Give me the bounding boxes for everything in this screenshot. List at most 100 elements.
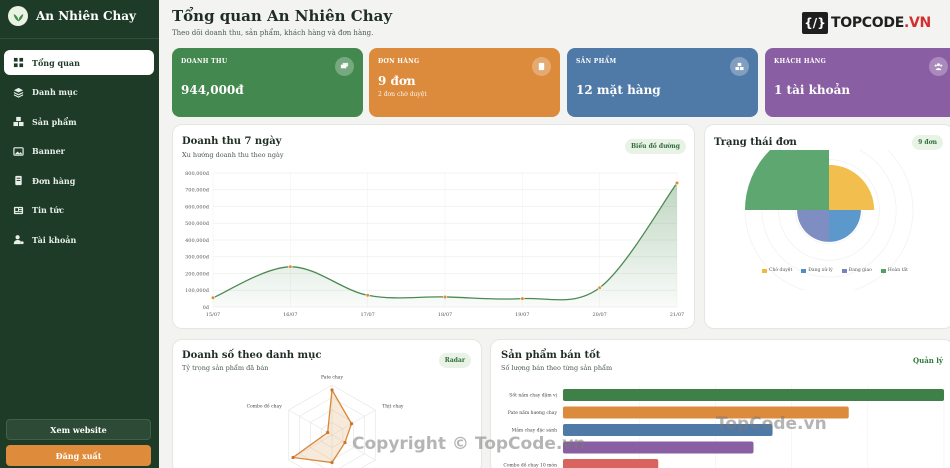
radar-point — [343, 440, 347, 445]
data-point — [597, 285, 602, 290]
legend-label: Đang giao — [848, 268, 872, 273]
stat-card-orders[interactable]: ĐƠN HÀNG 9 đơn 2 đơn chờ duyệt — [369, 48, 560, 117]
stat-card-products[interactable]: SẢN PHẨM 12 mặt hàng — [567, 48, 758, 117]
radar-axis — [288, 409, 333, 436]
x-tick-label: 15/07 — [206, 312, 220, 318]
radar-point — [330, 460, 334, 465]
sidebar-item-tong-quan[interactable]: Tổng quan — [4, 50, 154, 75]
sidebar-item-label: Đơn hàng — [32, 175, 76, 186]
revenue-line-chart: 15/07 16/07 17/07 18/07 19/07 20/07 21/07 0đ 10… — [185, 171, 684, 318]
order-status-polar-chart — [744, 150, 914, 290]
legend-item: Hoàn tất — [880, 268, 908, 273]
topcode-text-domain: .VN — [903, 15, 931, 31]
topcode-logo-mark: {/} — [802, 12, 828, 34]
data-point — [288, 264, 293, 269]
money-icon — [335, 57, 354, 76]
view-website-button[interactable]: Xem website — [6, 419, 151, 440]
logout-button[interactable]: Đăng xuất — [6, 445, 151, 466]
radar-axis-label: Thịt chay — [382, 404, 404, 410]
y-tick-label: 800,000đ — [185, 171, 210, 177]
category-radar-chart: Pate chay Thịt chay Combo đồ chay — [247, 375, 404, 468]
y-tick-label: 600,000đ — [185, 204, 210, 210]
chart-type-badge[interactable]: Biểu đồ đường — [624, 139, 686, 154]
radar-series — [291, 387, 353, 464]
product-bar — [563, 389, 944, 401]
legend-label: Hoàn tất — [887, 268, 908, 273]
sidebar-item-label: Tài khoản — [32, 234, 77, 245]
top-products-bar-chart: Sốt nấm chay đậm vị Pate nấm hương chay Mắ… — [503, 385, 945, 468]
layers-icon — [13, 87, 24, 98]
legend-label: Đang xử lý — [808, 268, 833, 273]
legend-item: Chờ duyệt — [762, 268, 792, 273]
stat-card-customers[interactable]: KHÁCH HÀNG 1 tài khoản — [765, 48, 950, 117]
y-tick-label: 700,000đ — [185, 188, 210, 194]
panel-title: Doanh thu 7 ngày — [182, 136, 282, 147]
stat-label: ĐƠN HÀNG — [378, 58, 420, 65]
brand[interactable]: An Nhiên Chay — [8, 6, 136, 26]
y-tick-label: 500,000đ — [185, 221, 210, 227]
watermark: TopCode.vn — [716, 414, 827, 434]
data-point — [674, 180, 680, 186]
radar-axis-label: Combo đồ chay — [247, 402, 283, 410]
stat-value: 12 mặt hàng — [576, 83, 661, 97]
x-tick-label: 20/07 — [592, 312, 606, 318]
sidebar-item-danh-muc[interactable]: Danh mục — [4, 80, 154, 105]
sidebar-item-label: Sản phẩm — [32, 116, 77, 127]
divider — [0, 38, 159, 39]
radar-point — [326, 430, 330, 435]
product-bar — [563, 424, 773, 436]
y-tick-label: 300,000đ — [185, 255, 210, 261]
panel-subtitle: Số lượng bán theo từng sản phẩm — [501, 364, 613, 372]
order-status-panel: Trạng thái đơn 9 đơn Chờ duyệt Đang xử l… — [704, 124, 950, 329]
sidebar-item-tin-tuc[interactable]: Tin tức — [4, 198, 154, 223]
topcode-logo-text: TOPCODE.VN — [831, 15, 931, 31]
radar-point — [349, 422, 354, 426]
stat-label: SẢN PHẨM — [576, 58, 617, 65]
sidebar-item-san-pham[interactable]: Sản phẩm — [4, 109, 154, 134]
data-point — [442, 294, 448, 300]
watermark: Copyright © TopCode.vn — [352, 434, 586, 454]
product-bar — [563, 406, 849, 419]
panel-title: Trạng thái đơn — [714, 137, 797, 148]
x-tick-label: 16/07 — [283, 312, 297, 318]
x-tick-label: 19/07 — [515, 312, 529, 318]
data-point — [210, 295, 216, 300]
panel-subtitle: Xu hướng doanh thu theo ngày — [182, 151, 284, 159]
product-bar — [563, 441, 754, 454]
clipboard-icon — [532, 57, 551, 76]
panel-subtitle: Tỷ trọng sản phẩm đã bán — [182, 364, 269, 372]
stat-value: 1 tài khoản — [774, 83, 851, 97]
radar-axis — [331, 434, 376, 461]
radar-axis-label: Pate chay — [321, 375, 344, 381]
order-count-badge: 9 đơn — [912, 135, 943, 150]
radar-point — [330, 388, 334, 392]
product-label: Combo đồ chay 10 món — [503, 461, 557, 468]
y-tick-label: 400,000đ — [185, 238, 210, 244]
x-tick-label: 21/07 — [670, 312, 684, 318]
data-point — [365, 293, 370, 298]
stat-card-revenue[interactable]: DOANH THU 944,000đ — [172, 48, 363, 117]
sidebar-item-don-hang[interactable]: Đơn hàng — [4, 168, 154, 193]
topcode-text-main: TOPCODE — [831, 15, 904, 31]
manage-products-link[interactable]: Quản lý — [913, 356, 943, 365]
legend-label: Chờ duyệt — [769, 268, 793, 273]
y-tick-label: 0đ — [203, 305, 210, 311]
y-tick-label: 200,000đ — [185, 271, 210, 277]
sidebar-item-banner[interactable]: Banner — [4, 139, 154, 164]
boxes-icon — [13, 116, 24, 127]
chart-type-badge: Radar — [438, 353, 471, 368]
polar-slice — [829, 164, 875, 210]
sidebar-item-label: Tin tức — [32, 205, 64, 215]
x-tick-label: 18/07 — [438, 312, 452, 318]
sidebar-item-tai-khoan[interactable]: Tài khoản — [4, 227, 154, 252]
order-status-legend: Chờ duyệt Đang xử lý Đang giao Hoàn tất — [762, 268, 908, 273]
stat-sub: 2 đơn chờ duyệt — [378, 91, 427, 98]
stat-value: 944,000đ — [181, 83, 244, 97]
legend-item: Đang giao — [841, 268, 872, 273]
page-subtitle: Theo dõi doanh thu, sản phẩm, khách hàng… — [172, 29, 374, 37]
revenue-area — [213, 183, 677, 307]
polar-slice — [745, 150, 829, 210]
revenue-chart-panel: Doanh thu 7 ngày Xu hướng doanh thu theo… — [172, 124, 695, 329]
users-icon — [929, 57, 948, 76]
newspaper-icon — [13, 206, 24, 214]
